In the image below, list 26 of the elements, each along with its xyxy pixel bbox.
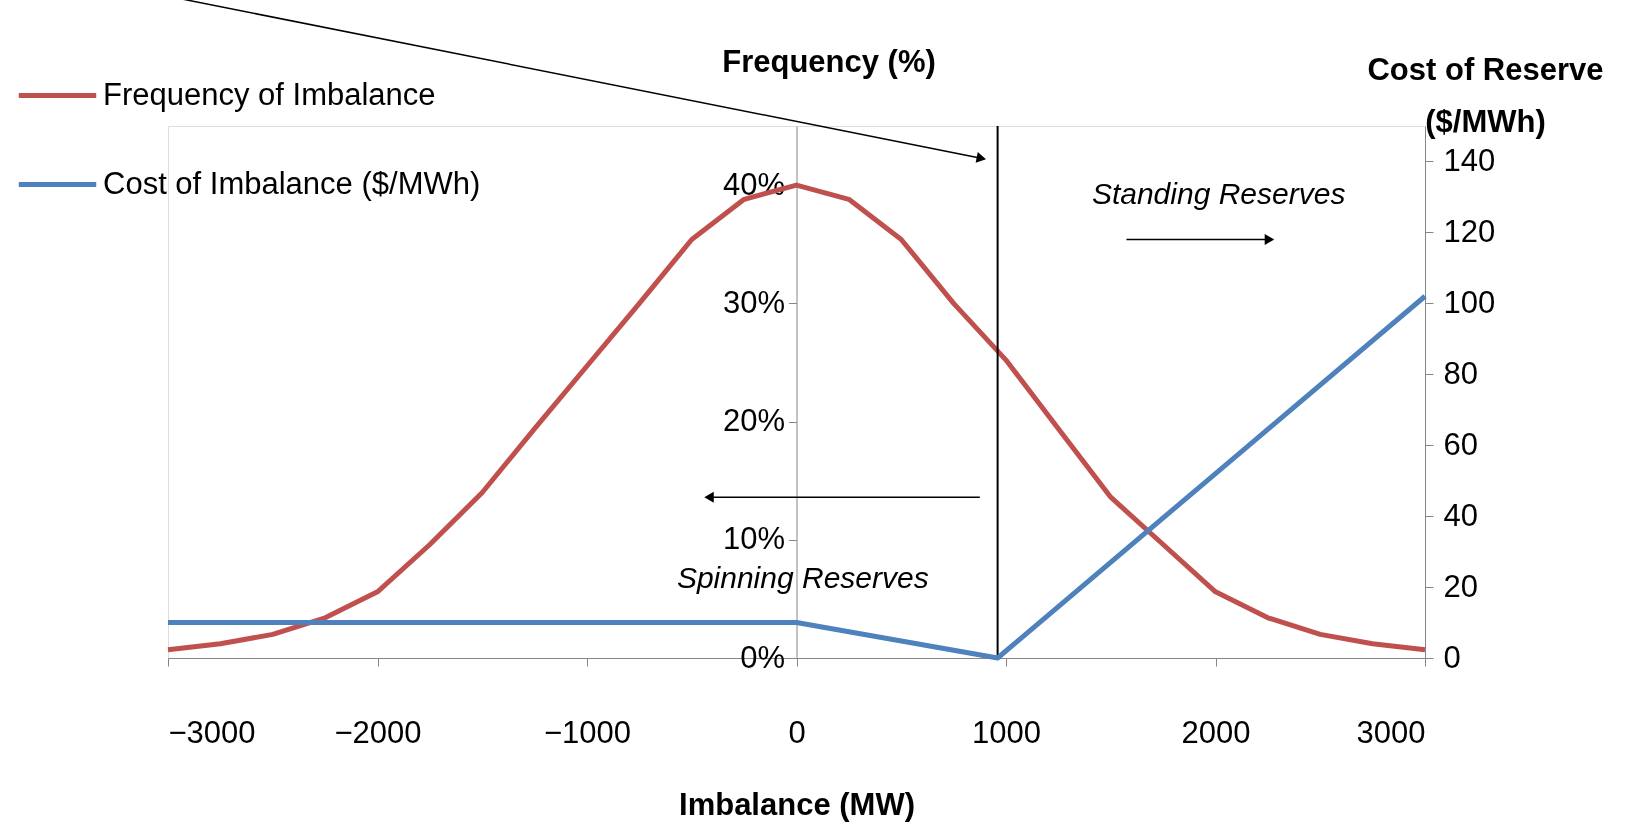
y2-axis-title: Cost of Reserve ($/MWh) xyxy=(1367,51,1604,139)
x-tick-label: 3000 xyxy=(1356,714,1426,750)
x-tick-label: −3000 xyxy=(168,714,256,750)
y2-tick-label: 120 xyxy=(1443,213,1496,249)
x-axis-title: Imbalance (MW) xyxy=(679,786,915,822)
x-tick-label: 2000 xyxy=(1181,714,1251,750)
annotation: Standing Reserves xyxy=(1091,176,1346,210)
y-tick-label: 30% xyxy=(722,284,785,320)
y2-tick-label: 20 xyxy=(1443,568,1478,604)
y-tick-label: 10% xyxy=(722,521,785,557)
y2-tick-label: 0 xyxy=(1443,639,1461,675)
y2-tick-label: 40 xyxy=(1443,497,1478,533)
y2-tick-label: 140 xyxy=(1443,142,1496,178)
y-axis-title: Frequency (%) xyxy=(722,43,936,79)
y-tick-label: 0% xyxy=(740,639,785,675)
x-tick-label: 0 xyxy=(788,714,806,750)
x-tick-label: −1000 xyxy=(543,714,632,750)
x-tick-label: 1000 xyxy=(972,714,1041,750)
y-tick-label: 20% xyxy=(722,403,785,439)
y2-tick-label: 80 xyxy=(1443,355,1478,391)
legend-label: Cost of Imbalance ($/MWh) xyxy=(103,165,481,201)
y2-tick-label: 100 xyxy=(1443,284,1496,320)
annotation: Spinning Reserves xyxy=(676,560,929,594)
y2-tick-label: 60 xyxy=(1443,426,1478,462)
legend-label: Frequency of Imbalance xyxy=(103,76,436,112)
x-tick-label: −2000 xyxy=(334,714,422,750)
